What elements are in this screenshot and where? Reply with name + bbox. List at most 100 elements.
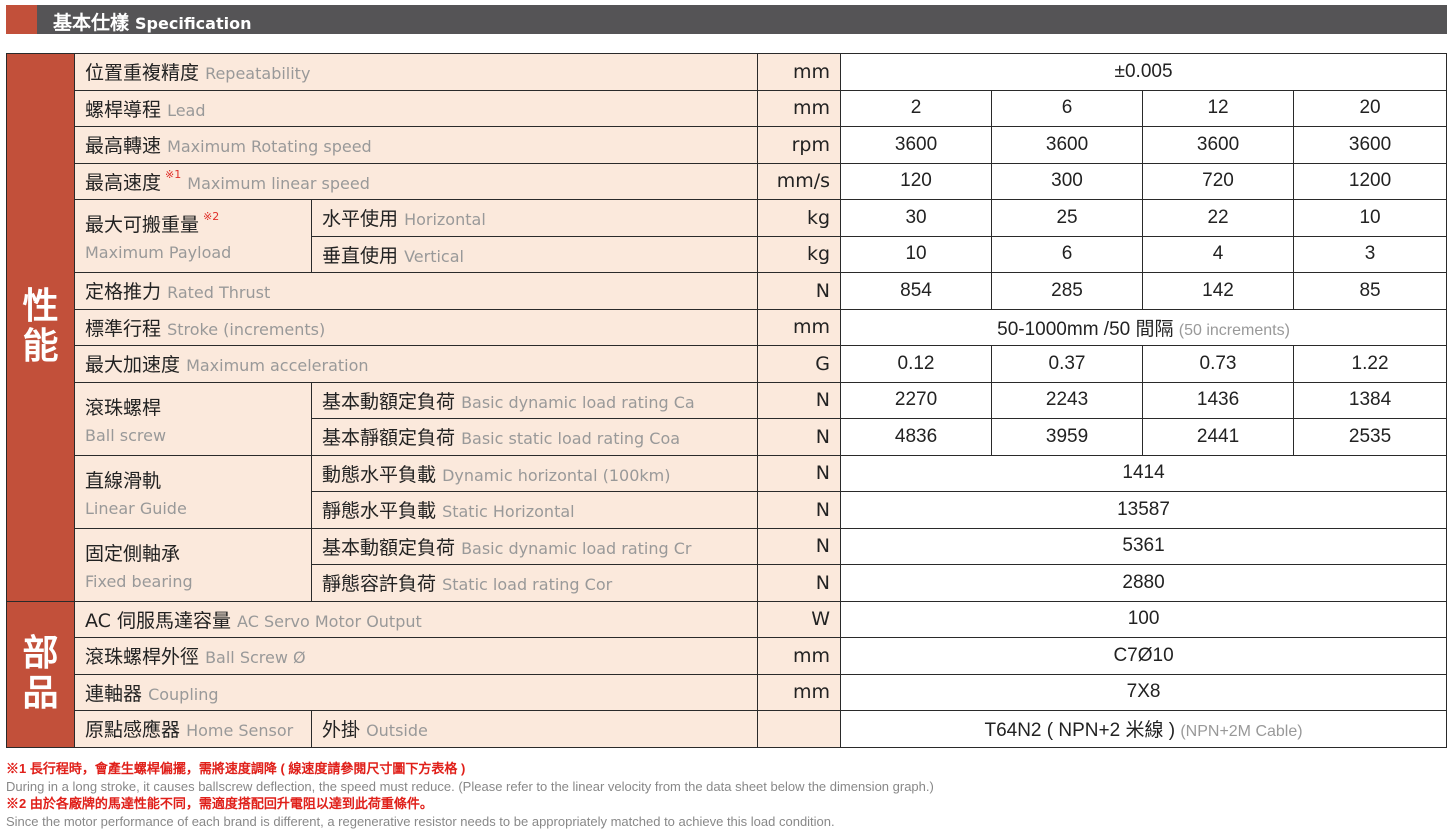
- value-cell: 3600: [991, 126, 1144, 164]
- value-cell: 12: [1142, 89, 1295, 127]
- unit-cell: N: [757, 527, 842, 565]
- value-cell: 720: [1142, 162, 1295, 200]
- value-cell: 300: [991, 162, 1144, 200]
- row-label: 定格推力 Rated Thrust: [73, 272, 759, 310]
- category-cell: 性能: [6, 53, 75, 602]
- value-cell: 10: [1293, 199, 1448, 237]
- category-char: 部: [22, 633, 59, 674]
- section-title: 基本仕樣 Specification: [53, 8, 251, 35]
- value-cell: 6: [991, 89, 1144, 127]
- table-row: 最高速度 ※1 Maximum linear speed mm/s 120 300 720…: [7, 162, 1448, 200]
- sub-label: 靜態容許負荷 Static load rating Cor: [310, 564, 759, 602]
- value-cell: 3600: [1142, 126, 1295, 164]
- value-cell: 120: [840, 162, 993, 200]
- value-cell: 10: [840, 235, 993, 273]
- table-row: 直線滑軌 Linear Guide 動態水平負載 Dynamic horizonta…: [7, 454, 1448, 529]
- category-char: 性: [22, 286, 59, 328]
- unit-cell: mm: [757, 637, 842, 675]
- footnote-marker: ※1: [165, 167, 182, 181]
- value-main: 50-1000mm /50 間隔: [997, 318, 1174, 340]
- table-row: 滾珠螺桿 Ball screw 基本動額定負荷 Basic dynamic load…: [7, 381, 1448, 456]
- value-main: 7X8: [1126, 681, 1161, 703]
- label-en: Maximum Payload: [85, 243, 232, 262]
- label-en: Maximum acceleration: [186, 356, 369, 376]
- unit-cell: N: [757, 454, 842, 492]
- value-cell: 4836: [840, 418, 993, 456]
- value-main: 2880: [1122, 571, 1165, 593]
- label-cn: 標準行程: [85, 317, 162, 340]
- value-cell: 25: [991, 199, 1144, 237]
- table-row: 原點感應器 Home Sensor 外掛 Outside T64N2 ( NPN+2…: [7, 710, 1448, 748]
- category-char: 能: [22, 326, 59, 368]
- row-label: 最高速度 ※1 Maximum linear speed: [73, 162, 759, 200]
- label-cn: 直線滑軌: [85, 469, 162, 492]
- sub-label: 外掛 Outside: [310, 710, 759, 748]
- value-main: 13587: [1117, 498, 1170, 520]
- table-row: 定格推力 Rated Thrust N 854 285 142 85: [7, 272, 1448, 310]
- label-cn: 動態水平負載: [322, 463, 437, 486]
- unit-cell: N: [757, 418, 842, 456]
- label-cn: 基本動額定負荷: [322, 536, 456, 559]
- table-row: 部品 AC 伺服馬達容量 AC Servo Motor Output W 100: [6, 600, 1448, 748]
- note-2-en: Since the motor performance of each bran…: [6, 813, 835, 829]
- table-row: 基本靜額定負荷 Basic static load rating Coa N 483…: [7, 418, 1448, 456]
- value-note: (50 increments): [1178, 321, 1290, 339]
- unit-cell: N: [757, 381, 842, 419]
- label-en: Lead: [167, 100, 206, 120]
- table-row: 連軸器 Coupling mm 7X8: [7, 673, 1448, 711]
- unit-cell: mm: [757, 308, 842, 346]
- section-header: 基本仕樣 Specification: [37, 5, 1447, 34]
- label-en: Rated Thrust: [167, 283, 271, 303]
- label-cn: 滾珠螺桿外徑: [85, 646, 200, 669]
- value-cell: 1384: [1293, 381, 1448, 419]
- unit-cell: N: [757, 272, 842, 310]
- label-cn: 最高速度: [85, 171, 162, 194]
- row-label: 最高轉速 Maximum Rotating speed: [73, 126, 759, 164]
- label-cn: 靜態容許負荷: [322, 573, 437, 596]
- unit-cell: mm/s: [757, 162, 842, 200]
- value-cell: 1200: [1293, 162, 1448, 200]
- label-en: Repeatability: [205, 64, 311, 84]
- label-en: Fixed bearing: [85, 571, 193, 591]
- row-label: 標準行程 Stroke (increments): [73, 308, 759, 346]
- unit-cell: N: [757, 491, 842, 529]
- value-cell: 3: [1293, 235, 1448, 273]
- table-row: 靜態水平負載 Static Horizontal N 13587: [7, 491, 1448, 529]
- note-2-cn: ※2 由於各廠牌的馬達性能不同，需適度搭配回升電阻以達到此荷重條件。: [6, 796, 433, 811]
- label-en: Outside: [366, 721, 428, 741]
- value-cell: 2: [840, 89, 993, 127]
- group-label: 直線滑軌 Linear Guide: [74, 454, 312, 529]
- value-cell: C7Ø10: [840, 637, 1448, 675]
- category-char: 品: [22, 673, 59, 714]
- unit-cell: mm: [757, 53, 842, 91]
- value-cell: 854: [840, 272, 993, 310]
- label-cn: 水平使用: [322, 208, 399, 231]
- sub-label: 靜態水平負載 Static Horizontal: [310, 491, 759, 529]
- sub-label: 基本動額定負荷 Basic dynamic load rating Ca: [310, 381, 759, 419]
- value-cell: 1436: [1142, 381, 1295, 419]
- sub-label: 動態水平負載 Dynamic horizontal (100km): [310, 454, 759, 492]
- label-cn: 最高轉速: [85, 135, 162, 158]
- value-cell: 5361: [840, 527, 1448, 565]
- title-en: Specification: [135, 14, 252, 33]
- label-en: Stroke (increments): [167, 319, 326, 339]
- table-row: 最高轉速 Maximum Rotating speed rpm 3600 3600 36…: [7, 126, 1448, 164]
- unit-cell: kg: [757, 235, 842, 273]
- label-cn: 定格推力: [85, 281, 162, 304]
- label-en: Linear Guide: [85, 498, 187, 518]
- table-row: 最大可搬重量 ※2 Maximum Payload 水平使用 Horizontal kg…: [7, 199, 1448, 273]
- group-label: 滾珠螺桿 Ball screw: [74, 381, 312, 456]
- value-cell: 2880: [840, 564, 1448, 602]
- value-cell: 3600: [840, 126, 993, 164]
- note-1-en: During in a long stroke, it causes balls…: [6, 778, 934, 794]
- unit-cell: [757, 710, 842, 748]
- value-cell: 2535: [1293, 418, 1448, 456]
- note-1-cn: ※1 長行程時，會產生螺桿偏擺，需將速度調降 ( 線速度請參閱尺寸圖下方表格 ): [6, 761, 466, 776]
- label-cn: 靜態水平負載: [322, 500, 437, 523]
- label-cn: 固定側軸承: [85, 542, 181, 565]
- value-cell: 85: [1293, 272, 1448, 310]
- unit-cell: mm: [757, 89, 842, 127]
- label-en: AC Servo Motor Output: [237, 611, 422, 631]
- row-label: 連軸器 Coupling: [73, 673, 759, 711]
